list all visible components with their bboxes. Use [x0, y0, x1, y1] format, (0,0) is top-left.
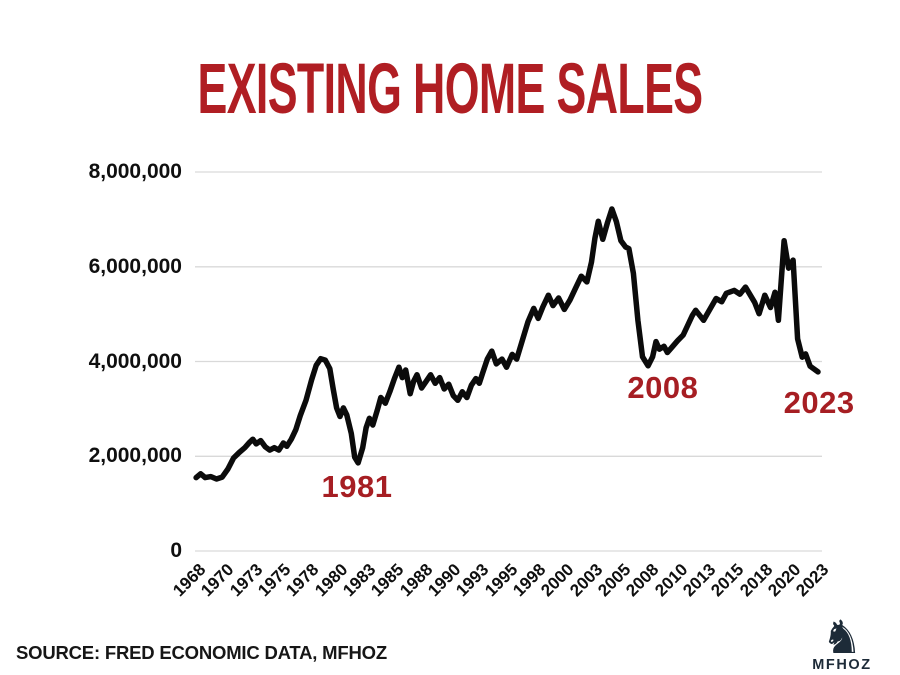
annotation-2008: 2008 — [627, 370, 699, 406]
y-tick-label: 8,000,000 — [88, 160, 182, 183]
source-caption: SOURCE: FRED ECONOMIC DATA, MFHOZ — [16, 642, 387, 663]
annotation-2023: 2023 — [783, 385, 855, 421]
y-tick-label: 6,000,000 — [88, 254, 182, 278]
y-tick-label: 0 — [170, 539, 182, 562]
y-tick-label: 2,000,000 — [88, 444, 182, 468]
chart-title: EXISTING HOME SALES — [197, 50, 704, 129]
plot-area — [193, 171, 822, 552]
chess-knight-icon: ♞ — [821, 610, 863, 664]
brand-logo: ♞ MFHOZ — [796, 614, 888, 673]
annotation-1981: 1981 — [321, 469, 393, 505]
plot-svg — [193, 171, 822, 552]
y-tick-label: 4,000,000 — [88, 349, 182, 373]
sales-line — [193, 206, 821, 482]
brand-name: MFHOZ — [812, 657, 872, 673]
